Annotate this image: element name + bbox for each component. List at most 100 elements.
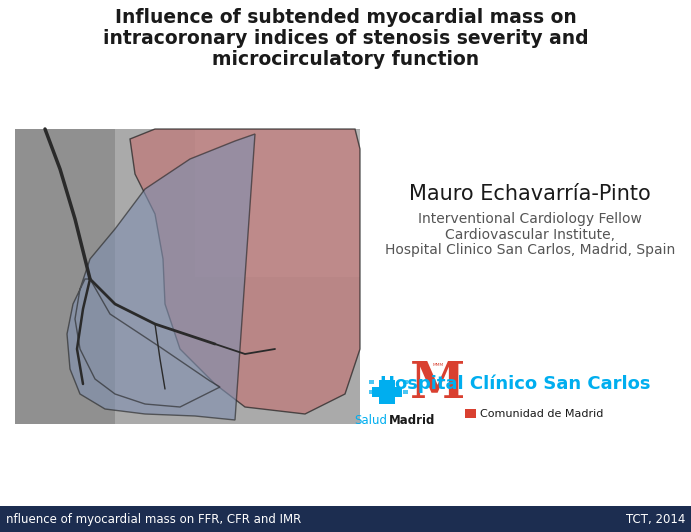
Bar	[323, 182, 324, 183]
Bar	[262, 175, 263, 176]
Bar	[344, 144, 345, 145]
Bar	[325, 168, 326, 169]
Bar	[269, 147, 270, 148]
Bar	[273, 183, 274, 184]
Bar	[330, 154, 331, 155]
Bar	[298, 170, 299, 171]
Bar	[328, 134, 329, 135]
Bar	[301, 167, 302, 168]
Bar	[330, 145, 331, 146]
Bar	[310, 171, 311, 172]
Bar	[299, 131, 300, 132]
Bar	[303, 130, 304, 131]
Bar	[287, 131, 288, 132]
Bar	[293, 141, 294, 142]
Bar	[336, 137, 337, 138]
Bar	[328, 144, 329, 145]
Bar	[312, 166, 313, 167]
Bar	[351, 175, 352, 176]
Bar	[272, 135, 273, 136]
Bar	[306, 148, 307, 149]
Bar	[293, 144, 294, 145]
Bar	[279, 176, 280, 177]
Bar	[269, 132, 270, 133]
Bar	[306, 188, 307, 189]
Bar	[276, 150, 277, 151]
Bar	[274, 181, 275, 182]
Bar	[297, 162, 298, 163]
Bar	[318, 142, 319, 143]
Bar	[328, 158, 329, 159]
Bar	[293, 163, 294, 164]
Bar	[316, 186, 317, 187]
Bar	[328, 150, 329, 151]
Bar	[281, 157, 282, 158]
Bar	[296, 148, 297, 149]
Bar	[304, 155, 305, 156]
Bar	[323, 129, 324, 130]
Bar	[15, 280, 360, 281]
Bar	[346, 186, 347, 187]
Bar	[299, 154, 300, 155]
Bar	[15, 151, 360, 152]
Bar	[268, 143, 269, 144]
Bar	[347, 138, 348, 139]
Bar	[280, 185, 281, 186]
Bar	[15, 191, 360, 192]
Bar	[329, 149, 330, 150]
Bar	[342, 134, 343, 135]
Bar	[15, 220, 360, 221]
Bar	[15, 289, 360, 290]
Bar	[306, 186, 307, 187]
Bar	[325, 151, 326, 152]
Bar	[15, 137, 360, 138]
Bar	[352, 138, 353, 139]
Bar	[304, 137, 305, 138]
Bar	[281, 140, 282, 141]
Bar	[349, 176, 350, 177]
Bar	[266, 186, 267, 187]
Bar	[317, 171, 318, 172]
Bar	[325, 172, 326, 173]
Bar	[302, 141, 303, 142]
Bar	[336, 181, 337, 182]
Bar	[273, 129, 274, 130]
Bar	[15, 269, 360, 270]
Bar	[314, 172, 315, 173]
Bar	[329, 185, 330, 186]
Bar	[314, 188, 315, 189]
Bar	[325, 132, 326, 133]
Bar	[304, 164, 305, 165]
Bar	[262, 133, 263, 134]
Bar	[283, 150, 284, 151]
Bar	[323, 185, 324, 186]
Bar	[290, 139, 291, 140]
Bar	[281, 132, 282, 133]
Bar	[327, 173, 328, 174]
Bar	[292, 156, 293, 157]
Bar	[288, 136, 289, 137]
Bar	[271, 165, 272, 166]
Bar	[275, 179, 276, 180]
Bar	[296, 141, 297, 142]
Bar	[329, 151, 330, 152]
Bar	[314, 186, 315, 187]
Bar	[356, 178, 357, 179]
Bar	[314, 140, 315, 141]
Bar	[306, 163, 307, 164]
Bar	[311, 152, 312, 153]
Bar	[286, 143, 287, 144]
Bar	[270, 150, 271, 151]
Bar	[271, 138, 272, 139]
Bar	[298, 150, 299, 151]
Bar	[306, 130, 307, 131]
Bar	[300, 129, 301, 130]
Bar	[271, 147, 272, 148]
Bar	[340, 160, 341, 161]
Bar	[271, 148, 272, 149]
Bar	[316, 135, 317, 136]
Bar	[277, 134, 278, 135]
Bar	[342, 148, 343, 149]
Bar	[321, 188, 322, 189]
Bar	[311, 177, 312, 178]
